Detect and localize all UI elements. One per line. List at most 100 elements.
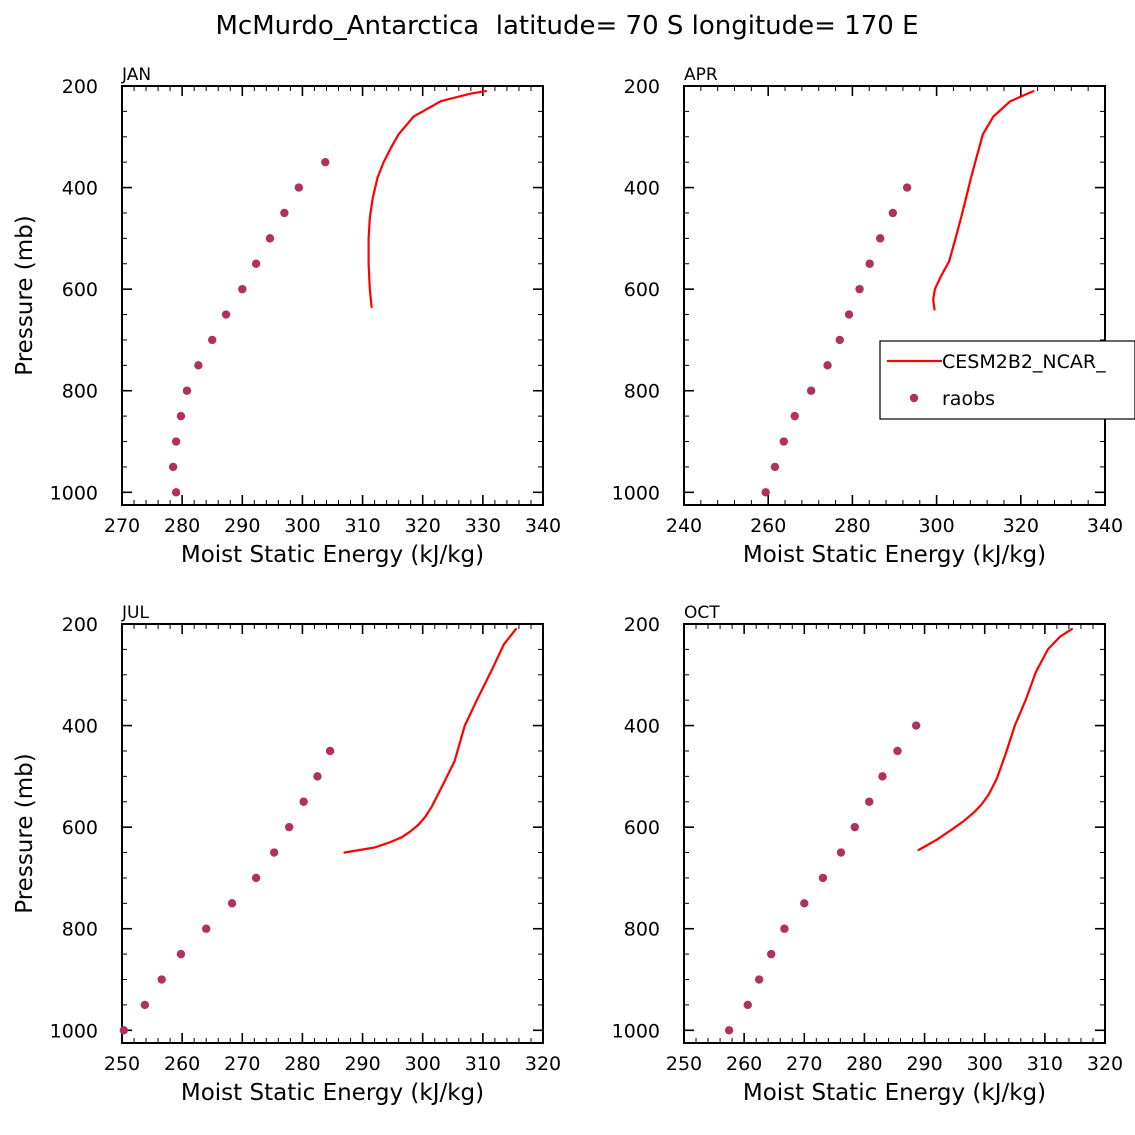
x-tick-label: 330 bbox=[465, 515, 501, 537]
raobs-point bbox=[844, 310, 854, 319]
raobs-point bbox=[251, 873, 261, 883]
raobs-point bbox=[157, 975, 166, 984]
x-tick-label: 320 bbox=[1003, 515, 1039, 537]
raobs-point bbox=[284, 822, 294, 832]
raobs-point bbox=[878, 772, 887, 781]
x-axis-label: Moist Static Energy (kJ/kg) bbox=[181, 542, 484, 568]
x-tick-label: 320 bbox=[525, 1053, 561, 1075]
y-tick-label: 1000 bbox=[612, 482, 660, 504]
raobs-point bbox=[238, 284, 247, 294]
raobs-point bbox=[176, 949, 186, 959]
y-tick-label: 200 bbox=[624, 614, 660, 636]
x-tick-label: 260 bbox=[726, 1053, 762, 1075]
raobs-point bbox=[818, 873, 828, 883]
x-tick-label: 270 bbox=[786, 1053, 822, 1075]
raobs-point bbox=[893, 746, 902, 756]
x-axis-label: Moist Static Energy (kJ/kg) bbox=[743, 1080, 1046, 1106]
model-line bbox=[343, 627, 518, 854]
plot-frame bbox=[121, 85, 544, 506]
raobs-point bbox=[208, 335, 217, 345]
raobs-point bbox=[171, 488, 181, 497]
x-tick-label: 280 bbox=[164, 515, 200, 537]
raobs-point bbox=[176, 411, 186, 421]
raobs-point bbox=[770, 462, 780, 472]
panel-apr: 240 260 280 300 320 340 200 400 600 800 1000 APR Moi… bbox=[612, 65, 1135, 568]
raobs-point bbox=[140, 1000, 150, 1010]
raobs-point bbox=[325, 746, 335, 756]
model-line bbox=[367, 89, 487, 308]
raobs-point bbox=[790, 411, 799, 421]
raobs-point bbox=[321, 157, 330, 167]
x-tick-label: 320 bbox=[1087, 1053, 1123, 1075]
raobs-point bbox=[221, 310, 231, 319]
x-axis-label: Moist Static Energy (kJ/kg) bbox=[743, 542, 1046, 568]
x-tick-label: 260 bbox=[164, 1053, 200, 1075]
raobs-point bbox=[761, 488, 770, 497]
panel-title: JUL bbox=[121, 603, 149, 623]
model-line bbox=[932, 89, 1035, 311]
y-tick-label: 400 bbox=[624, 178, 660, 200]
raobs-point bbox=[724, 1026, 734, 1035]
x-tick-label: 270 bbox=[224, 1053, 260, 1075]
raobs-point bbox=[280, 208, 289, 218]
panel-oct: 250 260 270 280 290 300 310 320 200 400 600 800 1000… bbox=[612, 603, 1123, 1106]
y-tick-label: 600 bbox=[62, 279, 98, 301]
x-tick-label: 240 bbox=[666, 515, 702, 537]
raobs-point bbox=[251, 259, 261, 268]
x-tick-label: 300 bbox=[967, 1053, 1003, 1075]
panel-jan: 270 280 290 300 310 320 330 340 200 400 600 800 1000… bbox=[12, 65, 561, 568]
x-tick-label: 280 bbox=[284, 1053, 320, 1075]
y-tick-label: 200 bbox=[62, 614, 98, 636]
raobs-point bbox=[875, 234, 885, 243]
x-tick-label: 290 bbox=[344, 1053, 380, 1075]
panel-title: JAN bbox=[121, 65, 151, 85]
y-tick-label: 1000 bbox=[612, 1020, 660, 1042]
raobs-point bbox=[855, 284, 864, 294]
raobs-point bbox=[299, 797, 308, 806]
raobs-point bbox=[865, 797, 874, 806]
raobs-point bbox=[119, 1026, 129, 1035]
y-tick-label: 400 bbox=[62, 178, 98, 200]
raobs-point bbox=[194, 361, 203, 370]
model-line bbox=[917, 627, 1074, 852]
raobs-point bbox=[780, 924, 789, 933]
y-tick-label: 800 bbox=[624, 381, 660, 403]
x-tick-label: 300 bbox=[405, 1053, 441, 1075]
x-tick-label: 300 bbox=[284, 515, 320, 537]
raobs-point bbox=[754, 975, 764, 984]
x-tick-label: 280 bbox=[834, 515, 870, 537]
panels: 270 280 290 300 310 320 330 340 200 400 600 800 1000… bbox=[12, 65, 1135, 1106]
raobs-point bbox=[227, 899, 237, 908]
y-tick-label: 1000 bbox=[50, 482, 98, 504]
x-tick-label: 270 bbox=[104, 515, 140, 537]
legend-box bbox=[879, 340, 1135, 420]
x-tick-label: 300 bbox=[918, 515, 954, 537]
raobs-point bbox=[850, 822, 860, 832]
x-tick-label: 320 bbox=[405, 515, 441, 537]
x-tick-label: 290 bbox=[906, 1053, 942, 1075]
x-tick-label: 340 bbox=[525, 515, 561, 537]
plot-frame bbox=[121, 623, 544, 1044]
raobs-point bbox=[865, 259, 874, 268]
x-tick-label: 250 bbox=[104, 1053, 140, 1075]
raobs-point bbox=[767, 949, 776, 959]
raobs-point bbox=[269, 848, 279, 857]
raobs-point bbox=[800, 899, 809, 908]
x-tick-label: 290 bbox=[224, 515, 260, 537]
plot-frame bbox=[683, 623, 1106, 1044]
y-tick-label: 800 bbox=[624, 919, 660, 941]
raobs-point bbox=[779, 437, 788, 446]
y-tick-label: 800 bbox=[62, 919, 98, 941]
panel-title: APR bbox=[684, 65, 718, 85]
raobs-point bbox=[902, 183, 912, 192]
x-tick-label: 310 bbox=[344, 515, 380, 537]
x-tick-label: 310 bbox=[1027, 1053, 1063, 1075]
raobs-point bbox=[743, 1000, 752, 1010]
y-tick-label: 800 bbox=[62, 381, 98, 403]
raobs-point bbox=[835, 335, 844, 345]
y-tick-label: 400 bbox=[624, 716, 660, 738]
y-axis-label: Pressure (mb) bbox=[12, 753, 38, 913]
raobs-point bbox=[294, 183, 304, 192]
x-tick-label: 340 bbox=[1087, 515, 1123, 537]
